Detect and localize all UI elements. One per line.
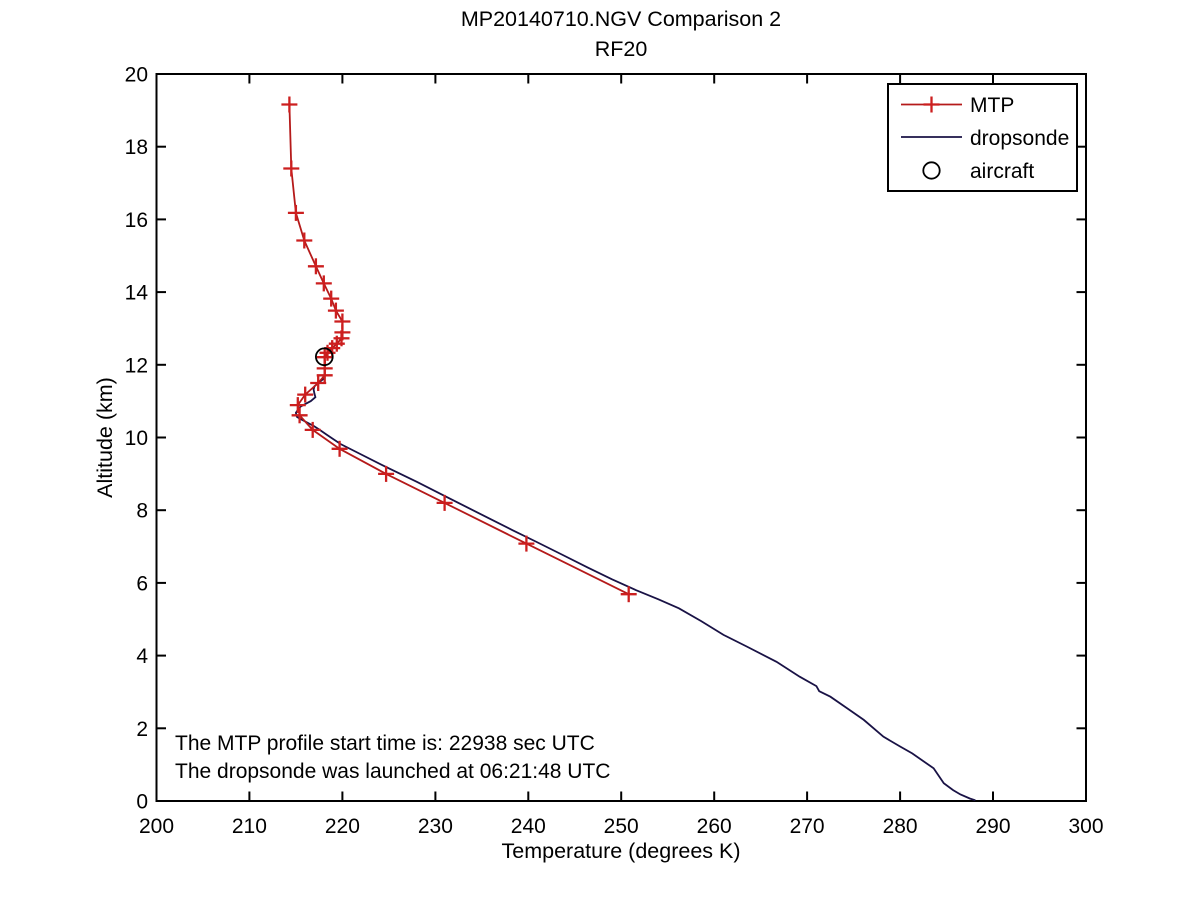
svg-text:270: 270: [790, 815, 825, 838]
svg-text:aircraft: aircraft: [970, 160, 1034, 183]
svg-text:4: 4: [136, 645, 148, 668]
svg-text:18: 18: [125, 136, 148, 159]
svg-text:290: 290: [975, 815, 1010, 838]
svg-text:dropsonde: dropsonde: [970, 127, 1069, 150]
svg-text:8: 8: [136, 500, 148, 523]
svg-text:2: 2: [136, 718, 148, 741]
svg-text:6: 6: [136, 572, 148, 595]
svg-text:210: 210: [232, 815, 267, 838]
svg-text:280: 280: [883, 815, 918, 838]
svg-text:240: 240: [511, 815, 546, 838]
svg-text:The dropsonde was launched at: The dropsonde was launched at 06:21:48 U…: [175, 760, 610, 783]
svg-text:200: 200: [139, 815, 174, 838]
svg-text:Temperature (degrees K): Temperature (degrees K): [502, 839, 741, 863]
svg-text:Altitude (km): Altitude (km): [93, 377, 117, 498]
svg-text:250: 250: [604, 815, 639, 838]
svg-text:RF20: RF20: [595, 37, 648, 61]
svg-text:300: 300: [1068, 815, 1103, 838]
svg-text:MP20140710.NGV Comparison 2: MP20140710.NGV Comparison 2: [461, 7, 781, 31]
svg-text:20: 20: [125, 64, 148, 87]
svg-text:MTP: MTP: [970, 94, 1014, 117]
svg-text:10: 10: [125, 427, 148, 450]
svg-text:230: 230: [418, 815, 453, 838]
svg-text:The MTP profile start time is:: The MTP profile start time is: 22938 sec…: [175, 732, 595, 755]
svg-text:16: 16: [125, 209, 148, 232]
svg-text:0: 0: [136, 791, 148, 814]
svg-text:12: 12: [125, 354, 148, 377]
svg-text:260: 260: [697, 815, 732, 838]
svg-text:14: 14: [125, 282, 149, 305]
svg-text:220: 220: [325, 815, 360, 838]
